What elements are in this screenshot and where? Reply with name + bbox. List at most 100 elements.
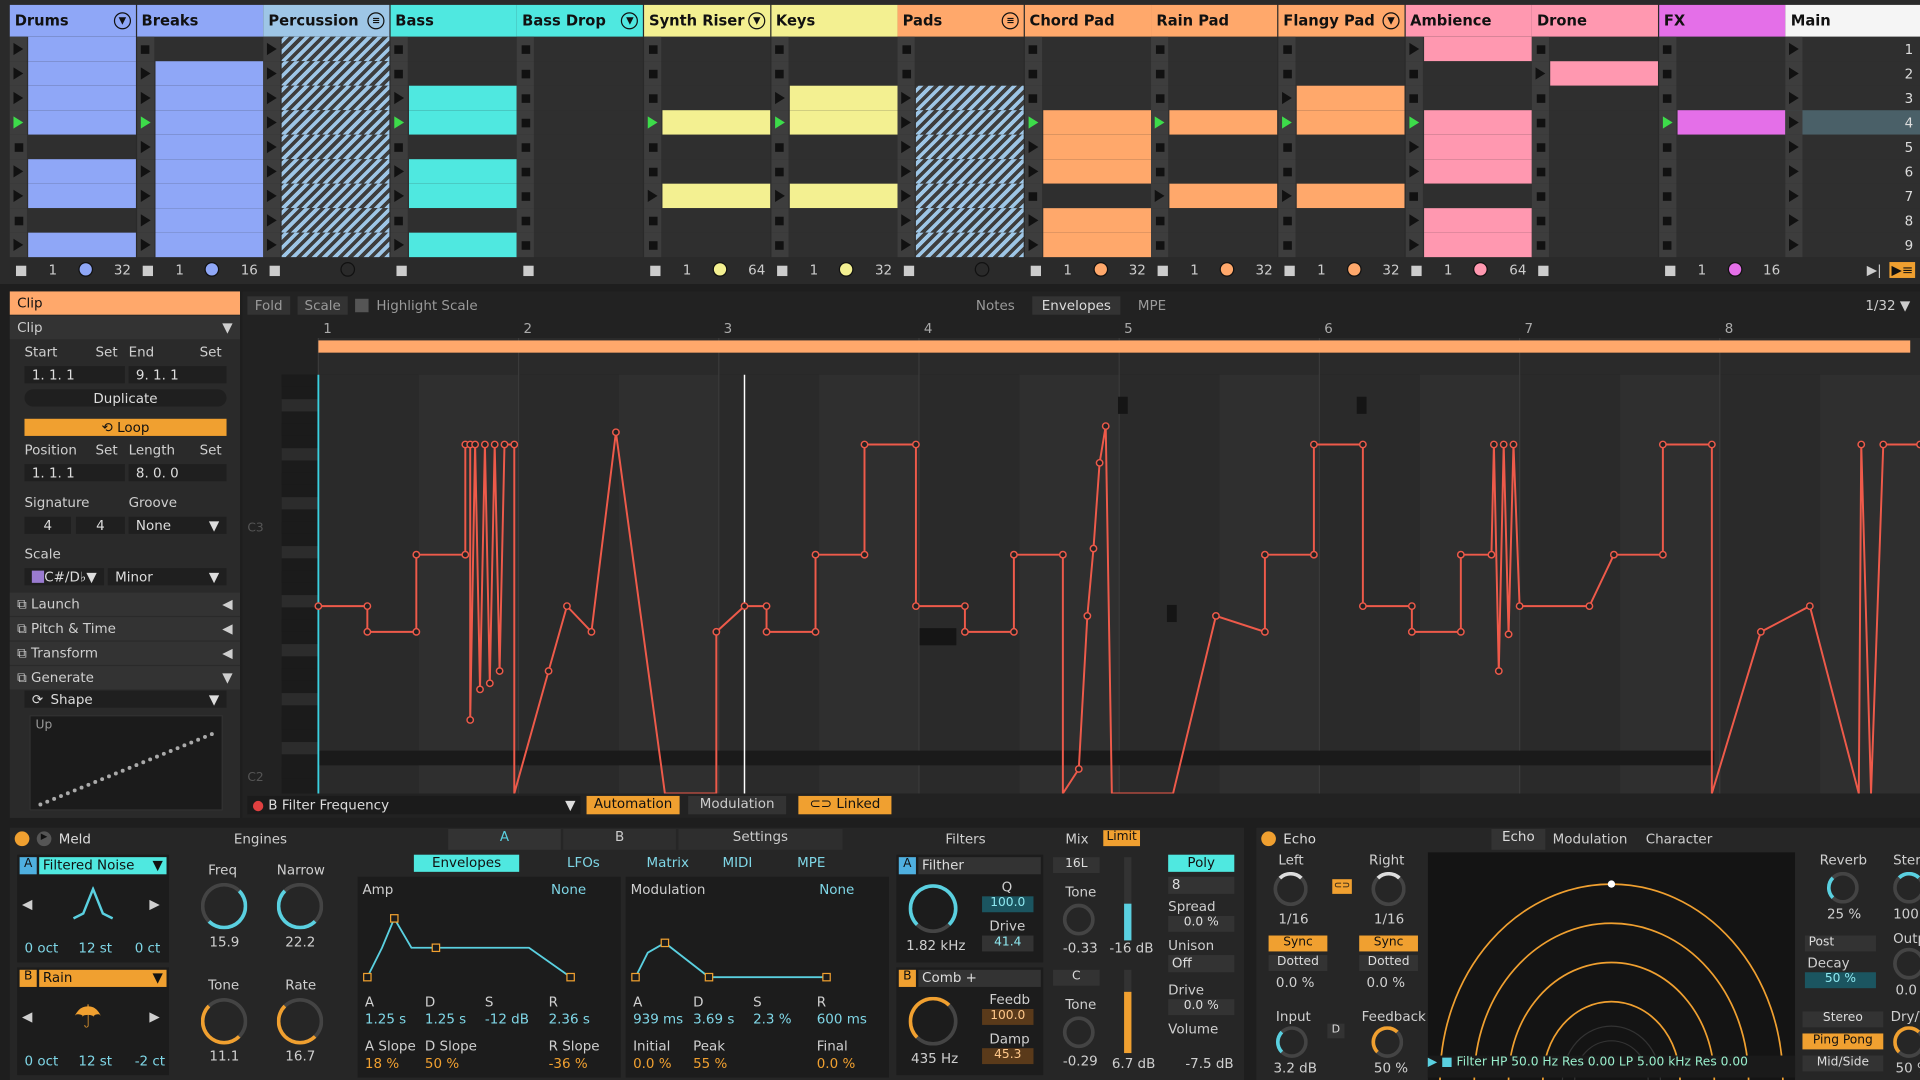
clip-slot[interactable] <box>263 159 390 184</box>
clip-slot[interactable] <box>1658 184 1786 209</box>
clip-slot[interactable] <box>1532 184 1659 209</box>
clip[interactable] <box>662 184 771 209</box>
shape-select[interactable]: ⟳ Shape ▼ <box>24 690 227 708</box>
start-set-button[interactable]: Set <box>95 344 118 361</box>
clip-launch-button[interactable] <box>263 232 281 257</box>
clip-stop-button[interactable] <box>1151 37 1169 62</box>
length-field[interactable]: 8. 0. 0 <box>128 464 227 482</box>
clip-launch-button[interactable] <box>770 184 789 209</box>
clip-slot[interactable] <box>897 37 1024 62</box>
env-value[interactable]: 1.25 s <box>364 1011 407 1028</box>
slope-value[interactable]: 50 % <box>424 1055 460 1072</box>
clip-stop-button[interactable] <box>1278 37 1296 62</box>
shape-preview[interactable]: Up <box>29 715 223 811</box>
track-header[interactable]: Chord Pad <box>1024 4 1151 37</box>
env-value[interactable]: 2.3 % <box>753 1011 792 1028</box>
clip-stop-button[interactable] <box>517 37 535 62</box>
stop-icon[interactable]: ■ <box>775 261 789 278</box>
clip-slot[interactable] <box>770 184 898 209</box>
clip-slot[interactable] <box>1532 208 1659 233</box>
clip-slot[interactable] <box>390 232 517 257</box>
clip-launch-button[interactable] <box>390 86 408 111</box>
clip-slot[interactable] <box>1151 135 1278 160</box>
scene-row[interactable]: 6 <box>1785 159 1920 184</box>
clip[interactable] <box>281 135 390 160</box>
feedback-field[interactable]: 100.0 <box>982 1008 1034 1025</box>
limit-button[interactable]: Limit <box>1103 830 1141 847</box>
clip-stop-button[interactable] <box>644 159 662 184</box>
env-value[interactable]: 2.36 s <box>548 1011 590 1028</box>
tab-matrix[interactable]: Matrix <box>646 854 689 871</box>
clip-slot[interactable] <box>1278 61 1405 86</box>
osc-a-cents[interactable]: 0 ct <box>134 940 161 957</box>
clip-stop-button[interactable] <box>1658 61 1677 86</box>
clip[interactable] <box>281 159 390 184</box>
clip-slot[interactable] <box>9 232 136 257</box>
next-icon[interactable]: ▶ <box>149 896 160 913</box>
clip-slot[interactable] <box>1024 184 1151 209</box>
clip-slot[interactable] <box>1151 184 1278 209</box>
clip-slot[interactable] <box>136 135 263 160</box>
right-time-knob[interactable] <box>1371 871 1406 907</box>
mod-envelope-graph[interactable] <box>626 901 889 987</box>
clip-stop-button[interactable] <box>517 86 535 111</box>
freq-knob[interactable] <box>200 882 248 930</box>
slope-value[interactable]: 55 % <box>693 1055 728 1072</box>
env-value[interactable]: 1.25 s <box>424 1011 467 1028</box>
damp-field[interactable]: 45.3 <box>982 1048 1034 1065</box>
fold-button[interactable]: Fold <box>247 295 290 315</box>
clip-slot[interactable] <box>644 208 771 233</box>
clip-stop-button[interactable] <box>1151 135 1169 160</box>
clip-slot[interactable] <box>1278 184 1405 209</box>
tab-mpe-sub[interactable]: MPE <box>797 854 826 871</box>
chevron-down-icon[interactable]: ▼ <box>113 12 132 30</box>
scale-root-select[interactable]: C#/D♭ ▼ <box>24 568 105 586</box>
osc-b-type-select[interactable]: Rain ▼ <box>39 969 167 987</box>
clip-slot[interactable] <box>1658 208 1786 233</box>
clip-launch-button[interactable] <box>136 61 154 86</box>
clip-launch-button[interactable] <box>1658 110 1677 135</box>
clip-slot[interactable] <box>897 61 1024 86</box>
clip-launch-button[interactable] <box>897 208 915 233</box>
mid-side-button[interactable]: Mid/Side <box>1802 1055 1884 1072</box>
clip[interactable] <box>28 232 136 257</box>
clip-stop-button[interactable] <box>9 208 27 233</box>
clip-slot[interactable] <box>136 208 263 233</box>
clip-slot[interactable] <box>770 110 898 135</box>
tab-notes[interactable]: Notes <box>975 296 1015 313</box>
clip-stop-button[interactable] <box>770 159 789 184</box>
clip-stop-button[interactable] <box>1151 159 1169 184</box>
clip-launch-button[interactable] <box>897 184 915 209</box>
clip-launch-button[interactable] <box>1024 208 1042 233</box>
voices-select[interactable]: 8 <box>1168 876 1235 894</box>
tab-echo[interactable]: Echo <box>1491 828 1546 850</box>
end-field[interactable]: 9. 1. 1 <box>128 366 227 384</box>
track-header[interactable]: Drums ▼ <box>9 4 136 37</box>
clip-stop-button[interactable] <box>770 135 789 160</box>
clip-stop-button[interactable] <box>1532 37 1550 62</box>
clip-slot[interactable] <box>1278 86 1405 111</box>
clip-launch-button[interactable] <box>1405 135 1423 160</box>
filter-bar[interactable]: ▶ ■ Filter HP 50.0 Hz Res 0.00 LP 5.00 k… <box>1427 1055 1796 1078</box>
clip-launch-button[interactable] <box>1278 184 1296 209</box>
clip[interactable] <box>155 208 263 233</box>
scene-row[interactable]: 9 <box>1785 232 1920 257</box>
clip-launch-button[interactable] <box>644 184 662 209</box>
clip-stop-button[interactable] <box>1532 208 1550 233</box>
clip-slot[interactable] <box>517 135 644 160</box>
tab-midi[interactable]: MIDI <box>722 854 753 871</box>
clip-slot[interactable] <box>1024 232 1151 257</box>
record-dot-icon[interactable] <box>839 262 854 278</box>
clip[interactable] <box>155 159 263 184</box>
clip-slot[interactable] <box>263 184 390 209</box>
clip-stop-button[interactable] <box>517 184 535 209</box>
stop-icon[interactable]: ■ <box>648 261 662 278</box>
clip-slot[interactable] <box>263 37 390 62</box>
clip[interactable] <box>1043 110 1151 135</box>
clip[interactable] <box>408 110 517 135</box>
scene-launch-button[interactable] <box>1785 86 1803 111</box>
length-set-button[interactable]: Set <box>199 442 222 458</box>
clip-slot[interactable] <box>770 61 898 86</box>
clip-slot[interactable] <box>517 208 644 233</box>
clip-launch-button[interactable] <box>9 86 27 111</box>
